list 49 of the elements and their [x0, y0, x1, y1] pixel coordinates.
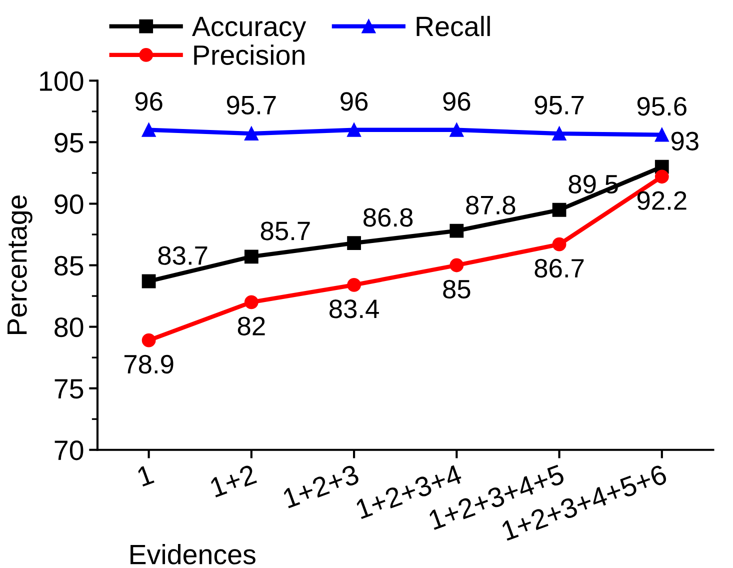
y-tick-label: 100	[40, 71, 84, 91]
x-tick-label: 1+2	[209, 464, 257, 498]
point	[552, 126, 566, 141]
point	[142, 122, 156, 137]
x-tick-label: 1	[136, 464, 154, 487]
legend-label: Accuracy	[192, 16, 306, 42]
data-label: 93	[671, 132, 698, 150]
point	[654, 128, 669, 142]
point	[244, 295, 258, 310]
y-axis-title: Percentage	[8, 195, 32, 334]
point	[654, 170, 669, 184]
point	[347, 122, 361, 137]
point	[450, 224, 464, 238]
x-tick-label: 1+2+3	[282, 464, 360, 508]
y-tick-label: 70	[54, 440, 84, 460]
point	[244, 250, 258, 264]
point	[552, 237, 566, 252]
data-label: 78.9	[124, 354, 174, 374]
legend-label: Precision	[194, 44, 304, 65]
point	[142, 274, 156, 288]
data-label: 96	[135, 92, 162, 111]
data-label: 83.4	[330, 300, 379, 318]
data-label: 92.2	[637, 191, 686, 210]
y-tick-label: 75	[54, 379, 84, 399]
point	[347, 278, 361, 292]
data-label: 95.7	[534, 96, 584, 114]
point	[450, 258, 464, 272]
data-label: 82	[238, 316, 265, 336]
point	[244, 126, 258, 141]
data-label: 96	[340, 92, 368, 111]
data-label: 95.7	[226, 96, 276, 114]
point	[142, 333, 156, 348]
data-label: 83.7	[158, 246, 208, 265]
y-tick-label: 90	[54, 194, 84, 214]
data-label: 86.7	[534, 258, 584, 278]
data-label: 85	[443, 280, 470, 299]
y-tick-label: 85	[54, 256, 84, 276]
data-label: 87.8	[466, 196, 516, 214]
data-label: 96	[443, 92, 470, 111]
point	[552, 202, 566, 217]
y-tick-label: 95	[54, 132, 84, 153]
x-axis-title: Evidences	[130, 544, 256, 564]
data-label: 95.6	[637, 97, 686, 116]
data-label: 86.8	[364, 208, 413, 227]
point	[347, 236, 361, 250]
point	[450, 122, 464, 137]
y-tick-label: 80	[54, 317, 84, 338]
data-label: 85.7	[260, 222, 310, 240]
legend-label: Recall	[416, 16, 490, 36]
